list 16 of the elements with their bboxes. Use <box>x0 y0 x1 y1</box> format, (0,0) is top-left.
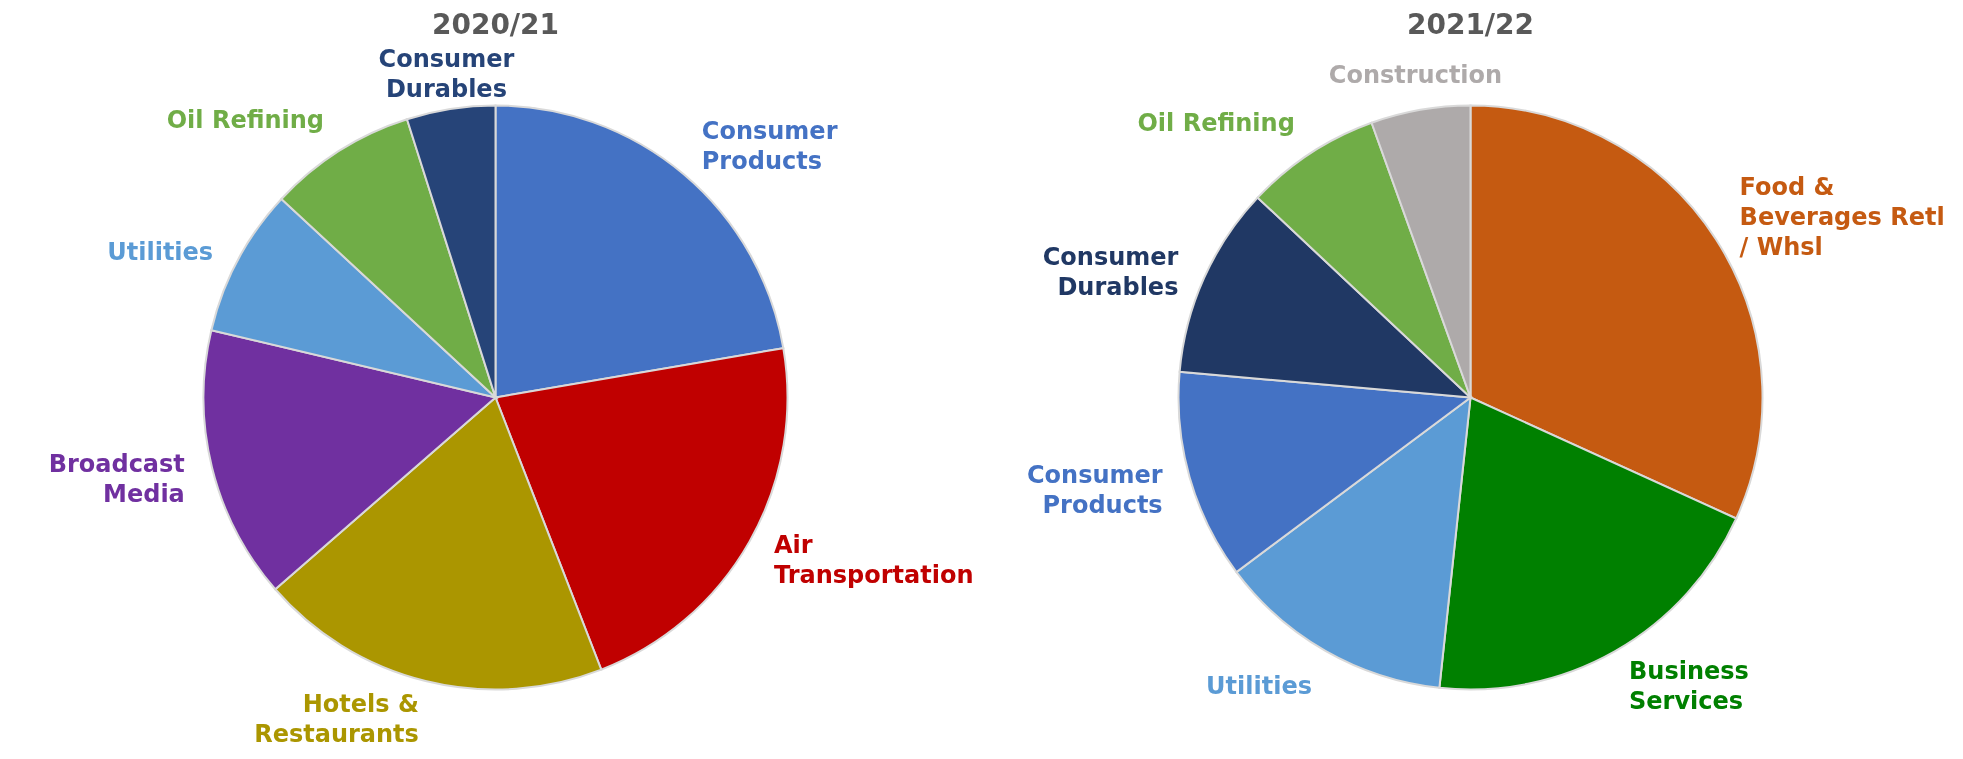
chart-title: 2021/22 <box>1405 8 1536 43</box>
slice-label: Oil Refining <box>1137 109 1295 138</box>
slice-label: Consumer Durables <box>1042 242 1179 301</box>
slice-label: Consumer Products <box>701 116 838 175</box>
chart-title: 2020/21 <box>431 8 560 41</box>
slice-label: Food & Beverages Retl / Whsl <box>1739 173 1945 262</box>
slice-label: Oil Refining <box>166 106 325 135</box>
slice-label: Air Transportation <box>773 531 974 590</box>
slice-label: Consumer Durables <box>378 45 515 104</box>
slice-label: Construction <box>1328 61 1503 90</box>
slice-label: Utilities <box>1206 672 1312 701</box>
slice-label: Business Services <box>1629 657 1749 716</box>
slice-label: Utilities <box>107 237 214 266</box>
slice-label: Broadcast Media <box>48 450 185 509</box>
slice-label: Hotels & Restaurants <box>254 690 419 749</box>
slice-label: Consumer Products <box>1026 460 1163 519</box>
